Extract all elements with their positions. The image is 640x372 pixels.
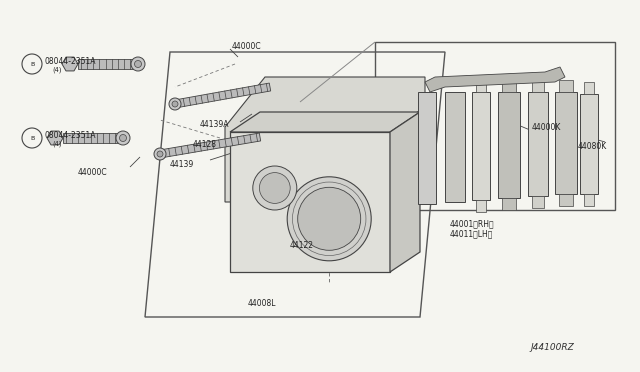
Polygon shape: [559, 194, 573, 206]
Text: 44011〈LH〉: 44011〈LH〉: [450, 230, 493, 238]
Polygon shape: [476, 80, 486, 92]
Polygon shape: [528, 92, 548, 196]
Polygon shape: [584, 82, 595, 94]
Ellipse shape: [253, 166, 297, 210]
Polygon shape: [502, 198, 516, 210]
Text: 44122: 44122: [290, 241, 314, 250]
Ellipse shape: [259, 173, 290, 203]
Text: 44000C: 44000C: [78, 167, 108, 176]
Text: (4): (4): [52, 141, 61, 147]
Polygon shape: [159, 133, 260, 158]
Ellipse shape: [134, 61, 141, 67]
Polygon shape: [498, 92, 520, 198]
Polygon shape: [230, 112, 420, 132]
Ellipse shape: [169, 98, 181, 110]
Ellipse shape: [131, 57, 145, 71]
Polygon shape: [476, 200, 486, 212]
Ellipse shape: [154, 148, 166, 160]
Ellipse shape: [116, 131, 130, 145]
Ellipse shape: [287, 177, 371, 261]
Text: 44139A: 44139A: [200, 119, 230, 128]
Polygon shape: [174, 83, 271, 108]
Polygon shape: [502, 80, 516, 92]
Polygon shape: [555, 92, 577, 194]
Text: 44000C: 44000C: [232, 42, 262, 51]
Text: 44001〈RH〉: 44001〈RH〉: [450, 219, 495, 228]
Text: J44100RZ: J44100RZ: [530, 343, 573, 352]
Text: 44139: 44139: [170, 160, 195, 169]
Text: B: B: [30, 135, 34, 141]
Text: 44128: 44128: [193, 140, 217, 148]
Polygon shape: [532, 80, 544, 92]
Polygon shape: [559, 80, 573, 92]
Polygon shape: [580, 94, 598, 194]
Polygon shape: [78, 59, 133, 69]
Polygon shape: [532, 196, 544, 208]
Polygon shape: [425, 67, 565, 92]
Text: 44008L: 44008L: [248, 299, 276, 308]
Text: 44080K: 44080K: [578, 141, 607, 151]
Polygon shape: [418, 92, 436, 204]
Polygon shape: [230, 132, 390, 272]
Polygon shape: [390, 112, 420, 272]
Ellipse shape: [172, 101, 178, 107]
Polygon shape: [584, 194, 595, 206]
Text: 44000K: 44000K: [532, 122, 561, 131]
Polygon shape: [472, 92, 490, 200]
Ellipse shape: [298, 187, 361, 250]
Ellipse shape: [157, 151, 163, 157]
Polygon shape: [47, 131, 63, 145]
Polygon shape: [225, 77, 425, 202]
Text: 08044-2351A: 08044-2351A: [44, 57, 95, 65]
Polygon shape: [62, 57, 78, 71]
Text: (4): (4): [52, 67, 61, 73]
Text: B: B: [30, 61, 34, 67]
Text: 08044-2351A: 08044-2351A: [44, 131, 95, 140]
Ellipse shape: [120, 135, 127, 141]
Polygon shape: [445, 92, 465, 202]
Polygon shape: [63, 133, 118, 143]
